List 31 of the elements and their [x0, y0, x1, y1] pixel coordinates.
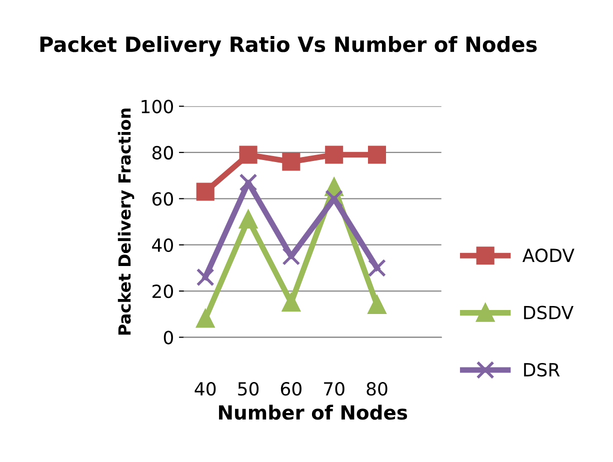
point — [282, 294, 300, 312]
x-axis-title: Number of Nodes — [219, 404, 408, 420]
y-tick-label: 100 — [142, 100, 173, 114]
point — [196, 310, 214, 328]
y-tick-label: 0 — [164, 330, 173, 344]
point — [368, 258, 386, 277]
y-tick-label: 80 — [152, 146, 173, 160]
x-tick-label: 80 — [366, 382, 388, 396]
chart-title: Packet Delivery Ratio Vs Number of Nodes — [40, 36, 537, 56]
point — [196, 182, 214, 201]
y-tick-label: 40 — [152, 238, 173, 252]
x-tick-label: 50 — [238, 382, 259, 396]
point — [368, 146, 386, 164]
point — [325, 190, 344, 208]
legend-label: DSDV — [524, 306, 574, 320]
x-tick-label: 40 — [194, 382, 216, 396]
point — [325, 146, 344, 164]
legend-label: DSR — [524, 362, 560, 377]
point — [282, 247, 300, 266]
x-tick-label: 60 — [280, 382, 302, 396]
point — [196, 268, 214, 286]
y-tick-label: 60 — [152, 192, 173, 206]
x-tick-label: 70 — [324, 382, 344, 396]
point — [368, 296, 386, 314]
point — [239, 210, 258, 228]
y-axis-title: Packet Delivery Fraction — [118, 108, 134, 335]
point — [239, 146, 258, 164]
point — [239, 173, 258, 192]
point — [282, 152, 300, 171]
legend-label: AODV — [522, 248, 574, 262]
y-tick-label: 20 — [152, 284, 173, 298]
